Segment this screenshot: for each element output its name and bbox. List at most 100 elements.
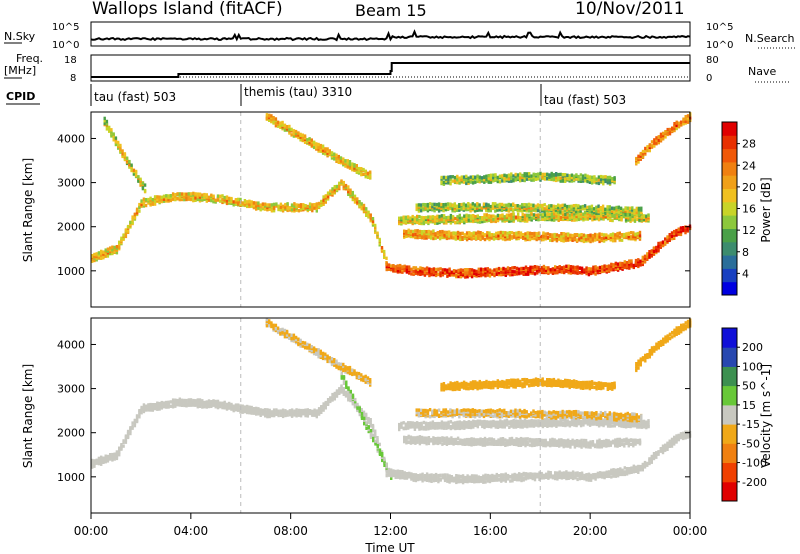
echo-cell — [447, 236, 451, 240]
echo-cell — [576, 471, 579, 475]
echo-cell — [616, 262, 620, 266]
echo-cell — [124, 434, 128, 438]
echo-cell — [570, 179, 574, 183]
echo-cell — [294, 129, 298, 134]
echo-cell — [212, 403, 215, 407]
echo-cell — [169, 400, 172, 404]
echo-cell — [468, 270, 471, 275]
echo-cell — [666, 444, 669, 448]
echo-cell — [461, 478, 465, 482]
echo-cell — [376, 437, 379, 442]
echo-cell — [180, 398, 184, 402]
echo-cell — [679, 226, 683, 230]
echo-cell — [565, 475, 568, 479]
echo-cell — [276, 124, 280, 128]
echo-cell — [622, 208, 625, 212]
echo-cell — [600, 214, 603, 218]
echo-cell — [594, 265, 597, 269]
echo-cell — [276, 120, 280, 124]
echo-cell — [486, 267, 489, 271]
echo-cell — [390, 267, 393, 271]
echo-cell — [346, 161, 349, 165]
echo-cell — [198, 400, 202, 404]
echo-cell — [624, 206, 627, 210]
echo-cell — [443, 436, 446, 441]
echo-cell — [488, 274, 492, 278]
echo-cell — [356, 197, 359, 201]
echo-cell — [518, 478, 521, 482]
echo-cell — [497, 231, 500, 235]
noise-right-label: N.Search — [745, 32, 795, 45]
echo-cell — [416, 435, 419, 440]
echo-cell — [275, 408, 278, 412]
echo-cell — [392, 268, 395, 272]
echo-cell — [134, 173, 138, 177]
echo-cell — [458, 216, 461, 220]
echo-cell — [527, 272, 530, 276]
echo-cell — [423, 267, 427, 271]
echo-cell — [288, 124, 291, 129]
echo-cell — [142, 197, 146, 201]
echo-cell — [288, 208, 292, 212]
echo-cell — [664, 443, 667, 447]
echo-cell — [129, 431, 132, 436]
echo-cell — [673, 231, 676, 236]
echo-cell — [405, 270, 409, 274]
echo-cell — [160, 198, 163, 202]
echo-cell — [619, 206, 623, 210]
echo-cell — [261, 408, 265, 413]
echo-cell — [324, 198, 327, 202]
echo-cell — [510, 176, 513, 181]
echo-cell — [547, 266, 550, 270]
echo-cell — [634, 468, 638, 472]
echo-cell — [503, 203, 506, 207]
echo-cell — [196, 405, 199, 409]
echo-cell — [252, 203, 256, 207]
echo-cell — [485, 174, 488, 178]
echo-cell — [608, 210, 611, 215]
echo-cell — [511, 477, 514, 481]
echo-cell — [510, 212, 513, 217]
echo-cell — [573, 218, 576, 222]
echo-cell — [580, 471, 584, 475]
echo-cell — [503, 215, 506, 219]
echo-cell — [515, 439, 518, 443]
echo-cell — [317, 149, 320, 153]
echo-cell — [664, 135, 667, 139]
echo-cell — [657, 452, 660, 456]
y-tick-label: 2000 — [57, 221, 85, 234]
echo-cell — [470, 437, 473, 441]
echo-cell — [632, 263, 635, 268]
echo-cell — [122, 233, 125, 237]
echo-cell — [454, 440, 457, 444]
echo-cell — [344, 183, 348, 188]
echo-cell — [492, 214, 495, 218]
echo-cell — [405, 475, 409, 479]
echo-cell — [293, 207, 296, 212]
echo-cell — [598, 239, 601, 244]
echo-cell — [578, 236, 581, 241]
echo-cell — [450, 270, 453, 274]
echo-cell — [488, 237, 491, 242]
echo-cell — [270, 412, 274, 416]
echo-cell — [441, 235, 444, 239]
echo-cell — [514, 207, 517, 211]
echo-cell — [514, 172, 517, 177]
echo-cell — [414, 235, 417, 240]
echo-cell — [502, 272, 505, 277]
echo-cell — [539, 213, 542, 217]
cpid-segment-1: tau (fast) 503 — [94, 90, 176, 104]
echo-cell — [679, 232, 683, 237]
echo-cell — [225, 195, 229, 199]
echo-cell — [548, 207, 551, 211]
echo-cell — [548, 175, 551, 179]
echo-cell — [524, 269, 528, 273]
echo-cell — [537, 438, 541, 442]
echo-cell — [482, 267, 485, 272]
echo-cell — [333, 152, 336, 156]
echo-cell — [374, 439, 377, 443]
echo-cell — [556, 269, 559, 274]
echo-cell — [601, 471, 604, 475]
echo-cell — [225, 405, 229, 409]
